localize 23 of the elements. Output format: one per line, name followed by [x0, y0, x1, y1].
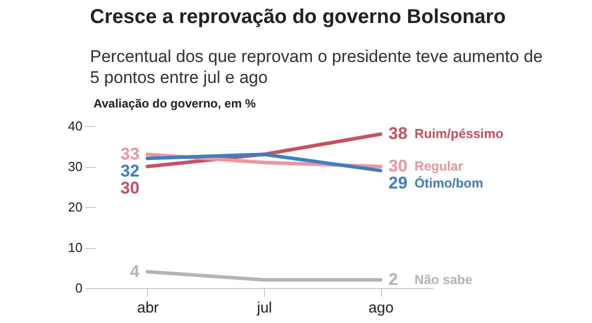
data-label: 38 — [388, 124, 408, 144]
y-tick-label: 10 — [68, 240, 82, 255]
y-tick-label: 20 — [68, 200, 82, 214]
x-tick-label: ago — [368, 300, 394, 316]
data-label: 33 — [120, 144, 140, 164]
y-tick-label: 40 — [68, 118, 82, 134]
text: Ótimo/bom — [414, 176, 484, 190]
x-tick-label: jul — [256, 300, 272, 316]
data-label: 2 — [388, 270, 398, 289]
text: Ruim/péssimo — [414, 126, 504, 142]
data-label: 30 — [388, 156, 408, 176]
text: Não sabe — [414, 272, 472, 287]
data-label: 30 — [120, 178, 140, 198]
y-tick-label: 0 — [75, 280, 82, 296]
data-label: 4 — [130, 262, 140, 281]
text: Regular — [414, 158, 463, 174]
y-axis-title: Avaliação do governo, em % — [94, 96, 256, 110]
chart-subtitle: Percentual dos que reprovam o presidente teve aumento de 5 pontos entre jul e ago — [90, 46, 544, 88]
chart-title: Cresce a reprovação do governo Bolsonaro — [90, 6, 506, 29]
x-tick-label: abr — [137, 300, 159, 316]
data-label: 29 — [388, 174, 408, 192]
y-tick-label: 30 — [68, 159, 82, 174]
data-label: 32 — [120, 161, 140, 180]
